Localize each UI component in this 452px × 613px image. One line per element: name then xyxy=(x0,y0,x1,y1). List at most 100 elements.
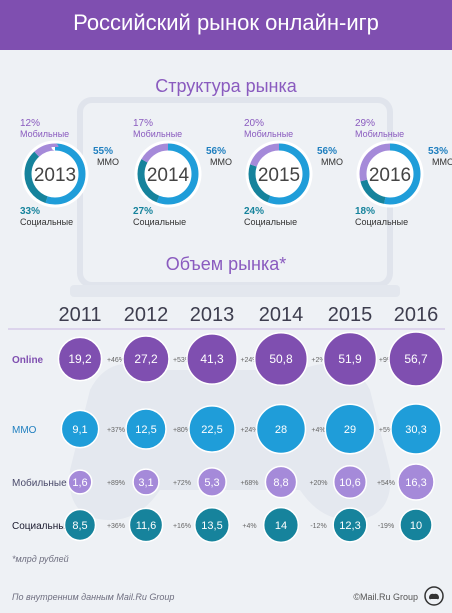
bubble-value: 1,6 xyxy=(72,477,87,489)
bubble xyxy=(262,506,300,544)
pie-social-pct: 33% xyxy=(20,206,40,217)
row-label: Социальные xyxy=(12,521,71,532)
growth-label: +16% xyxy=(173,523,191,530)
pie-social-pct: 18% xyxy=(355,206,375,217)
pie-mobile-pct: 12% xyxy=(20,118,40,129)
growth-label: +20% xyxy=(309,480,327,487)
credit-text: ©Mail.Ru Group xyxy=(353,592,418,602)
bubble xyxy=(132,468,160,496)
pie-mobile-name: Мобильные xyxy=(20,129,69,139)
bubble xyxy=(322,331,378,387)
bubble xyxy=(324,403,376,455)
bubble-value: 27,2 xyxy=(134,352,158,366)
bubble xyxy=(388,331,444,387)
page-title: Российский рынок онлайн-игр xyxy=(73,10,379,35)
pie-segment xyxy=(24,143,86,205)
structure-title: Структура рынка xyxy=(155,76,297,96)
volume-title: Объем рынка* xyxy=(165,254,287,274)
pie-year-label: 2013 xyxy=(34,165,76,186)
growth-label: -19% xyxy=(378,523,394,530)
row-label: MMO xyxy=(12,425,37,436)
bubble xyxy=(253,331,309,387)
year-label: 2014 xyxy=(259,304,304,326)
pie-mobile-name: Мобильные xyxy=(244,129,293,139)
bubble-value: 11,6 xyxy=(136,520,157,532)
pie-mmo-name: MMO xyxy=(210,157,232,167)
bubble-value: 9,1 xyxy=(72,424,87,436)
pie-segment xyxy=(248,143,310,205)
year-label: 2012 xyxy=(124,304,169,326)
growth-label: +46% xyxy=(107,357,125,364)
bubble xyxy=(63,508,97,542)
growth-label: +54% xyxy=(377,480,395,487)
bubble xyxy=(332,464,368,500)
growth-label: +5% xyxy=(379,427,393,434)
laptop-base xyxy=(70,285,400,297)
growth-label: -12% xyxy=(310,523,326,530)
pie-year-label: 2014 xyxy=(147,165,190,186)
bubble xyxy=(332,507,368,543)
footnote: *млрд рублей xyxy=(12,554,69,564)
pie-segment xyxy=(359,143,421,205)
pie-segment xyxy=(137,143,199,205)
pie-mobile-name: Мобильные xyxy=(355,129,404,139)
bubble-value: 50,8 xyxy=(269,352,293,366)
pie-mmo-name: MMO xyxy=(97,157,119,167)
pie-social-name: Социальные xyxy=(244,217,297,227)
bubble-value: 8,5 xyxy=(72,520,87,532)
growth-label: +72% xyxy=(173,480,191,487)
growth-label: +24% xyxy=(240,427,258,434)
pie-mmo-pct: 53% xyxy=(428,146,448,157)
bubble-value: 10 xyxy=(410,520,422,532)
bubble xyxy=(60,409,100,449)
bubble xyxy=(390,403,442,455)
pie-mobile-pct: 20% xyxy=(244,118,264,129)
pie-mmo-name: MMO xyxy=(432,157,452,167)
bubble-value: 28 xyxy=(275,424,287,436)
bubble xyxy=(397,463,435,501)
bubble-value: 51,9 xyxy=(338,352,362,366)
bubble xyxy=(197,467,227,497)
bubble xyxy=(57,336,103,382)
bubble-value: 14 xyxy=(275,520,287,532)
pie-mobile-name: Мобильные xyxy=(133,129,182,139)
pie-mmo-pct: 55% xyxy=(93,146,113,157)
pie-mmo-pct: 56% xyxy=(206,146,226,157)
source-note: По внутренним данным Mail.Ru Group xyxy=(12,592,175,602)
growth-label: +24% xyxy=(240,357,258,364)
bubble-value: 8,8 xyxy=(273,477,288,489)
bubble-value: 16,3 xyxy=(405,477,426,489)
bubble-value: 3,1 xyxy=(138,477,153,489)
bubble xyxy=(188,405,236,453)
row-label: Online xyxy=(12,355,44,366)
bubble-value: 12,5 xyxy=(135,424,156,436)
bubble xyxy=(194,507,230,543)
bubble-value: 5,3 xyxy=(204,477,219,489)
pie-mmo-pct: 56% xyxy=(317,146,337,157)
header-banner: Российский рынок онлайн-игр xyxy=(0,0,452,50)
growth-label: +4% xyxy=(311,427,325,434)
pie-mmo-name: MMO xyxy=(321,157,343,167)
bubble xyxy=(122,335,170,383)
pie-mobile-pct: 29% xyxy=(355,118,375,129)
growth-label: +4% xyxy=(242,523,256,530)
bubble-value: 56,7 xyxy=(404,352,428,366)
growth-label: +53% xyxy=(173,357,191,364)
bubble-value: 12,3 xyxy=(339,520,360,532)
bubble xyxy=(67,469,93,495)
pie-social-pct: 27% xyxy=(133,206,153,217)
bubble-value: 19,2 xyxy=(68,352,92,366)
bubble xyxy=(399,508,433,542)
bubble xyxy=(128,507,164,543)
year-label: 2016 xyxy=(394,304,439,326)
pie-social-name: Социальные xyxy=(20,217,73,227)
bubble xyxy=(264,465,298,499)
pie-segment xyxy=(137,143,199,205)
growth-label: +89% xyxy=(107,480,125,487)
year-label: 2015 xyxy=(328,304,373,326)
growth-label: +37% xyxy=(107,427,125,434)
pie-segment xyxy=(24,143,86,205)
pie-social-name: Социальные xyxy=(133,217,186,227)
pie-year-label: 2016 xyxy=(369,165,411,186)
